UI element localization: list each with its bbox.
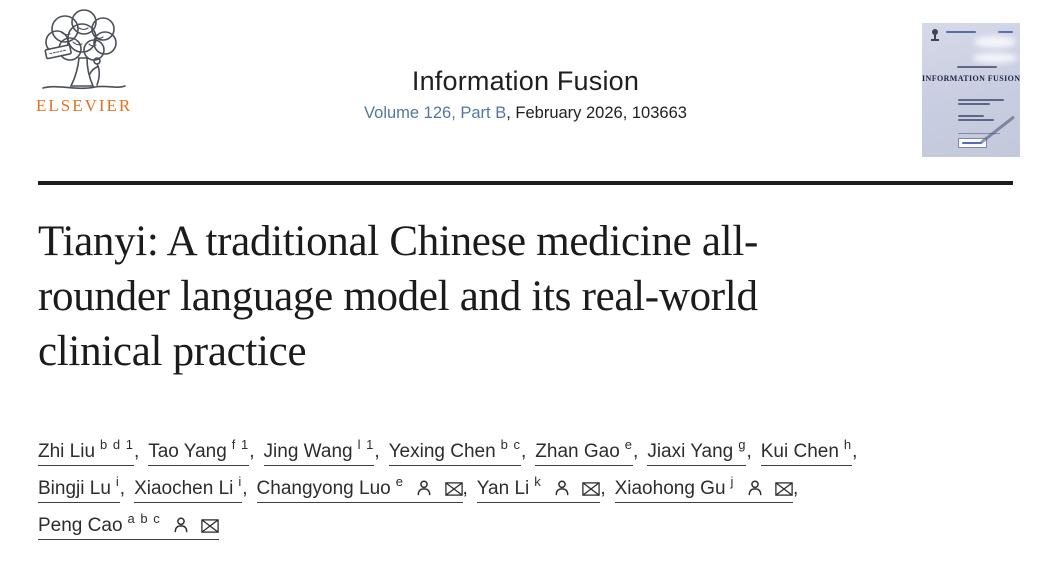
journal-title-link[interactable]: Information Fusion	[411, 66, 640, 96]
author-separator: ,	[133, 441, 140, 462]
author-name: Jing Wang	[263, 441, 353, 462]
author-separator: ,	[852, 441, 858, 462]
email-author-icon[interactable]	[582, 482, 601, 496]
author-affiliation-superscript: a b c	[127, 511, 161, 526]
article-title-line: Tianyi: A traditional Chinese medicine a…	[38, 218, 758, 265]
author-row: Peng Cao a b c	[38, 507, 1033, 544]
email-author-icon[interactable]	[444, 482, 463, 496]
author-name: Tao Yang	[148, 441, 227, 462]
author-link-peng-cao[interactable]: Peng Cao a b c	[38, 511, 220, 540]
author-affiliation-superscript: l 1	[357, 437, 375, 452]
author-name: Yexing Chen	[388, 441, 496, 462]
cover-glow-shape	[974, 36, 1016, 48]
author-link-xiaochen-li[interactable]: Xiaochen Li i	[134, 474, 243, 503]
author-name: Kui Chen	[760, 441, 839, 462]
author-profile-icon[interactable]	[747, 480, 763, 496]
journal-cover-link[interactable]: INFORMATION FUSION	[922, 23, 1020, 157]
cover-text-line	[958, 103, 990, 105]
journal-heading-block: Information Fusion Volume 126, Part B, F…	[0, 66, 1051, 123]
author-separator: ,	[249, 441, 255, 462]
author-link-bingji-lu[interactable]: Bingji Lu i	[38, 474, 120, 503]
author-list: Zhi Liu b d 1, Tao Yang f 1, Jing Wang l 1, Ye…	[38, 433, 1033, 544]
author-link-yexing-chen[interactable]: Yexing Chen b c	[388, 437, 522, 466]
author-name: Zhan Gao	[535, 441, 620, 462]
author-separator: ,	[792, 478, 799, 499]
author-affiliation-superscript: e	[624, 437, 634, 452]
author-affiliation-superscript: b c	[500, 437, 522, 452]
author-name: Yan Li	[476, 478, 530, 499]
article-title-line: rounder language model and its real-worl…	[38, 273, 758, 320]
author-affiliation-superscript: h	[843, 437, 853, 452]
volume-issue-link[interactable]: Volume 126, Part B	[364, 104, 507, 122]
author-separator: ,	[633, 441, 639, 462]
author-row: Zhi Liu b d 1, Tao Yang f 1, Jing Wang l 1, Ye…	[38, 433, 1033, 470]
author-profile-icon[interactable]	[554, 480, 570, 496]
author-name: Xiaohong Gu	[614, 478, 726, 499]
citation-suffix: , February 2026, 103663	[506, 104, 687, 122]
author-affiliation-superscript: j	[730, 474, 735, 489]
article-title: Tianyi: A traditional Chinese medicine a…	[38, 214, 1023, 379]
cover-sciencedirect-badge	[958, 138, 987, 148]
author-link-xiaohong-gu[interactable]: Xiaohong Gu j	[614, 474, 793, 503]
article-title-line: clinical practice	[38, 328, 307, 375]
cover-text-line	[958, 115, 984, 117]
header-divider	[38, 181, 1013, 185]
author-affiliation-superscript: i	[238, 474, 243, 489]
author-separator: ,	[119, 478, 126, 499]
author-link-zhan-gao[interactable]: Zhan Gao e	[535, 437, 634, 466]
author-name: Xiaochen Li	[134, 478, 234, 499]
author-name: Peng Cao	[38, 515, 123, 536]
author-link-changyong-luo[interactable]: Changyong Luo e	[256, 474, 463, 503]
issue-citation-line: Volume 126, Part B, February 2026, 10366…	[0, 104, 1051, 123]
author-separator: ,	[374, 441, 380, 462]
author-affiliation-superscript: f 1	[231, 437, 250, 452]
cover-issn-text	[998, 31, 1013, 33]
cover-publisher-mark	[930, 29, 940, 41]
author-link-jing-wang[interactable]: Jing Wang l 1	[263, 437, 375, 466]
author-affiliation-superscript: e	[395, 474, 404, 489]
author-separator: ,	[462, 478, 468, 499]
author-separator: ,	[242, 478, 248, 499]
cover-text-line	[958, 119, 994, 121]
author-link-jiaxi-yang[interactable]: Jiaxi Yang g	[647, 437, 747, 466]
elsevier-wordmark: ELSEVIER	[36, 96, 133, 115]
elsevier-logo[interactable]: ELSEVIER	[36, 8, 130, 116]
author-separator: ,	[521, 441, 527, 462]
cover-glow-shape	[972, 53, 1018, 63]
cover-text-line	[958, 133, 1000, 135]
cover-text-line	[958, 99, 1004, 101]
author-link-tao-yang[interactable]: Tao Yang f 1	[148, 437, 250, 466]
author-row: Bingji Lu i, Xiaochen Li i, Changyong Luo e ,…	[38, 470, 1033, 507]
email-author-icon[interactable]	[775, 482, 793, 496]
author-link-yan-li[interactable]: Yan Li k	[476, 474, 601, 503]
author-affiliation-superscript: i	[115, 474, 120, 489]
author-profile-icon[interactable]	[173, 517, 189, 533]
author-separator: ,	[600, 478, 606, 499]
author-name: Bingji Lu	[38, 478, 111, 499]
cover-subtitle-text	[957, 66, 997, 68]
author-affiliation-superscript: k	[534, 474, 542, 489]
author-link-zhi-liu[interactable]: Zhi Liu b d 1	[38, 437, 134, 466]
email-author-icon[interactable]	[201, 519, 220, 533]
author-separator: ,	[746, 441, 752, 462]
author-affiliation-superscript: g	[738, 437, 747, 452]
cover-volume-text	[946, 31, 976, 33]
author-affiliation-superscript: b d 1	[100, 437, 134, 452]
cover-journal-title: INFORMATION FUSION	[922, 74, 1020, 83]
author-name: Changyong Luo	[256, 478, 391, 499]
author-profile-icon[interactable]	[416, 480, 432, 496]
author-name: Jiaxi Yang	[647, 441, 734, 462]
elsevier-tree-icon	[42, 9, 126, 90]
author-name: Zhi Liu	[38, 441, 96, 462]
author-link-kui-chen[interactable]: Kui Chen h	[760, 437, 853, 466]
